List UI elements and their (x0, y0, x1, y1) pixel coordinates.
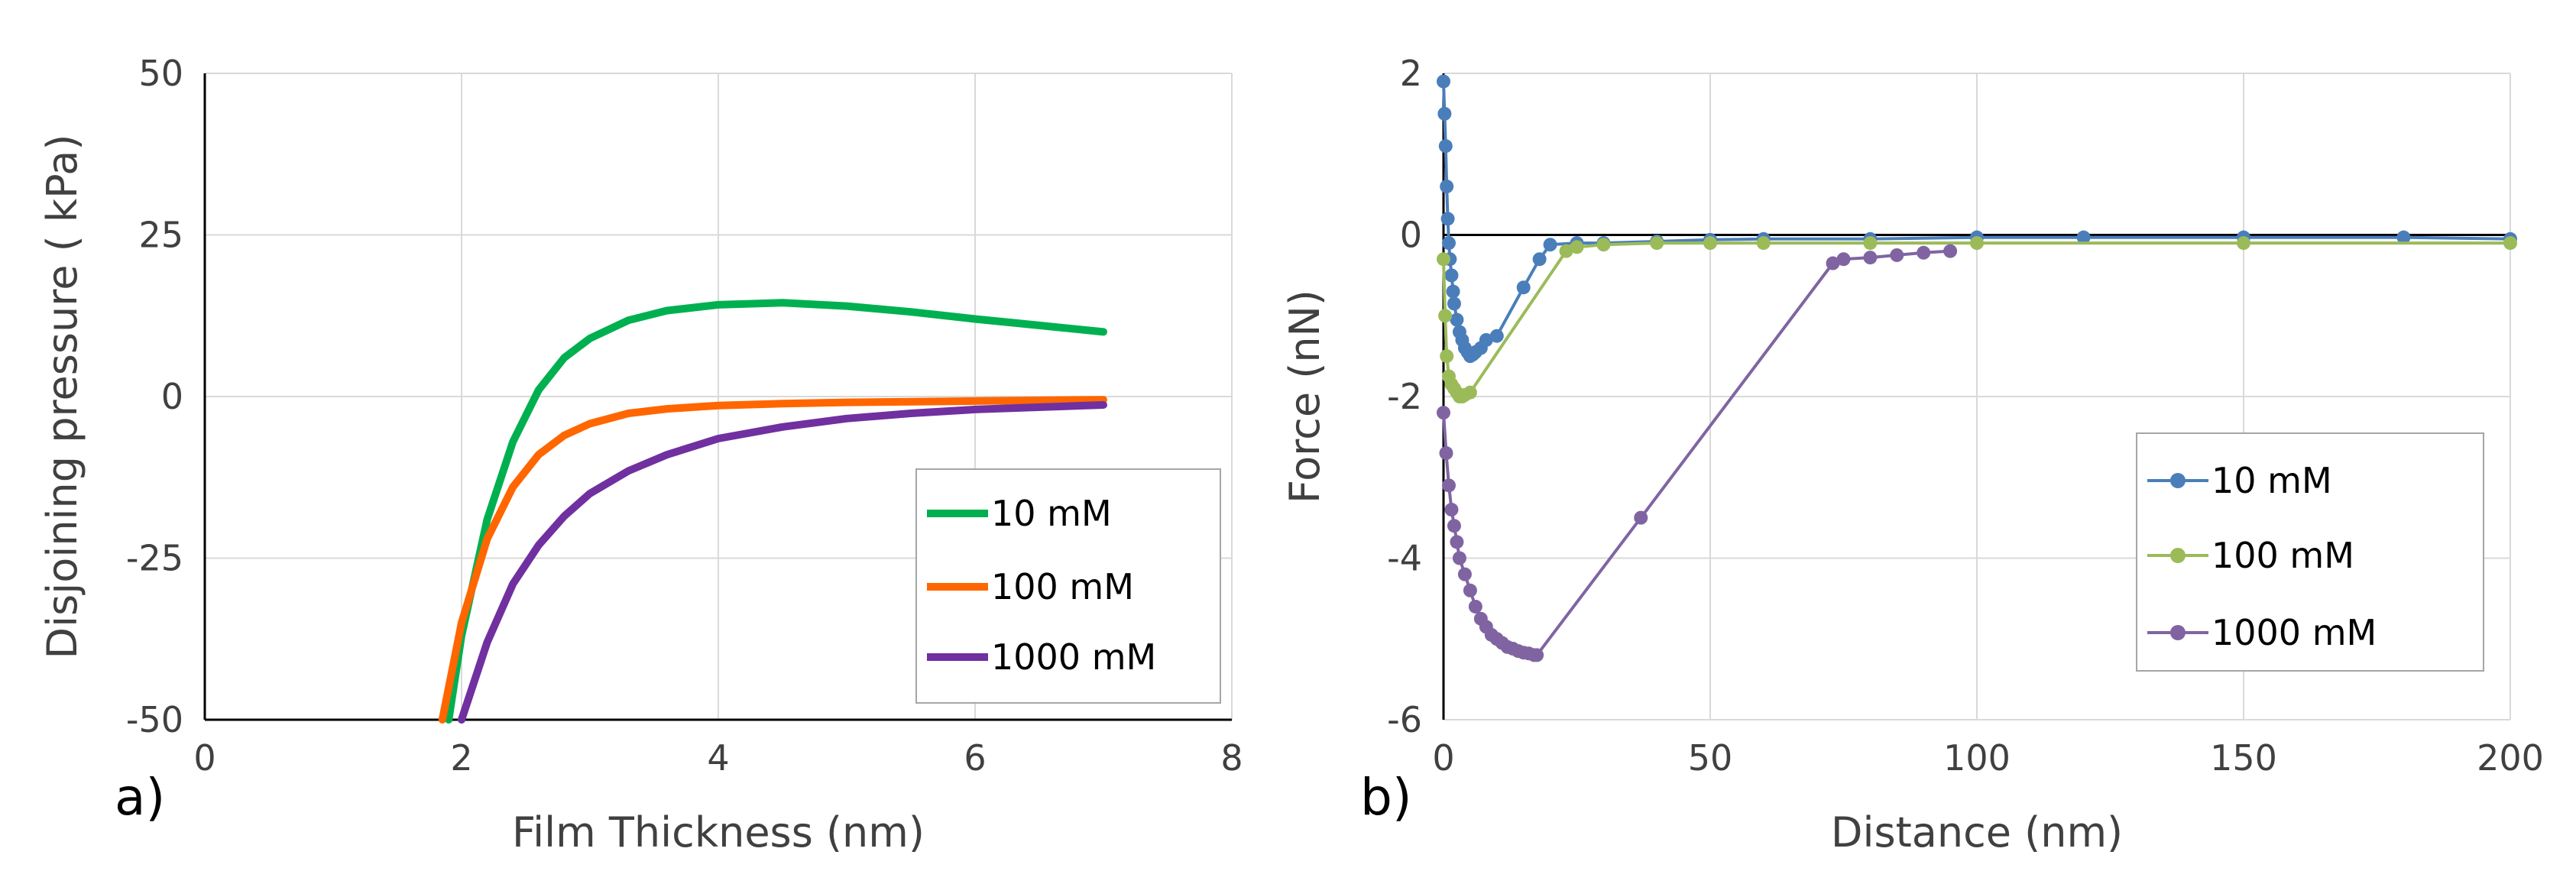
b-series-point-1 (1596, 238, 1611, 252)
b-series-point-0 (2396, 230, 2411, 244)
b-x-tick-label: 100 (1943, 737, 2011, 779)
b-series-point-1 (1650, 236, 1664, 251)
b-series-point-1 (1440, 349, 1454, 364)
b-series-point-0 (1516, 280, 1531, 295)
b-series-point-0 (1440, 180, 1454, 194)
a-y-tick-label: 50 (138, 53, 183, 94)
a-legend-label-2: 1000 mM (991, 636, 1156, 678)
panel-b-chart: 0 50 100 150 200 2 0 -2 -4 -6 Distance (nm) Force… (1281, 53, 2544, 856)
b-series-point-0 (2076, 230, 2091, 244)
a-y-tick-label: 25 (138, 215, 183, 256)
a-y-tick-label: -50 (126, 699, 183, 740)
b-series-point-2 (1836, 252, 1851, 267)
panel-a-y-axis-title: Disjoining pressure ( kPa) (38, 134, 86, 659)
a-series-line-0 (445, 299, 1107, 724)
b-series-point-2 (1943, 244, 1958, 258)
b-series-point-0 (1440, 212, 1455, 226)
b-legend-marker-2 (2170, 625, 2186, 640)
b-y-tick-label: 0 (1400, 215, 1422, 256)
b-series-point-2 (1468, 599, 1482, 614)
b-series-point-2 (1439, 446, 1453, 461)
panel-a-chart: 0 2 4 6 8 50 25 0 -25 -50 Film Thickness (nm) Dis… (38, 53, 1243, 856)
b-series-point-1 (1756, 236, 1771, 251)
panel-b-y-axis-title: Force (nN) (1281, 290, 1329, 504)
panel-b-x-axis-title: Distance (nm) (1831, 808, 2123, 856)
b-series-point-2 (1437, 406, 1450, 420)
b-series-point-0 (1450, 312, 1464, 327)
a-legend-label-1: 100 mM (991, 566, 1134, 607)
b-legend-label-2: 1000 mM (2211, 612, 2377, 653)
panel-a-axes (203, 73, 1232, 721)
b-series-point-0 (1447, 296, 1461, 311)
panel-b-label: b) (1360, 768, 1412, 827)
b-series-point-2 (1863, 251, 1878, 265)
a-y-tick-label: -25 (126, 538, 183, 579)
b-x-tick-label: 50 (1688, 737, 1733, 779)
b-series-point-2 (1444, 503, 1459, 517)
panel-a-tick-labels: 0 2 4 6 8 50 25 0 -25 -50 (126, 53, 1243, 779)
b-series-point-0 (1489, 329, 1504, 343)
b-x-tick-label: 0 (1432, 737, 1454, 779)
b-series-point-0 (1479, 332, 1493, 347)
panel-b-series-lines (1437, 74, 2517, 662)
b-series-point-0 (1438, 139, 1453, 154)
a-series-line-2 (458, 401, 1107, 724)
b-series-point-2 (1457, 567, 1472, 581)
b-series-point-1 (1703, 236, 1717, 251)
b-y-tick-label: -2 (1387, 376, 1422, 417)
b-series-point-2 (1890, 248, 1904, 262)
b-series-point-1 (1570, 240, 1584, 254)
b-series-point-1 (1437, 252, 1450, 267)
b-x-tick-label: 200 (2477, 737, 2544, 779)
b-series-point-1 (1559, 244, 1573, 258)
a-series-line-1 (438, 396, 1107, 724)
b-legend-label-0: 10 mM (2211, 460, 2332, 501)
b-series-point-2 (1463, 583, 1477, 597)
a-x-tick-label: 2 (450, 737, 472, 779)
b-y-tick-label: -6 (1387, 699, 1422, 740)
b-y-tick-label: -4 (1387, 538, 1422, 579)
b-series-point-2 (1441, 478, 1456, 493)
b-y-tick-label: 2 (1400, 53, 1422, 94)
a-x-tick-label: 8 (1220, 737, 1243, 779)
a-y-tick-label: 0 (161, 376, 183, 417)
b-legend-marker-1 (2170, 548, 2186, 563)
b-series-point-0 (1446, 284, 1460, 299)
b-series-point-0 (1437, 106, 1452, 121)
b-series-point-1 (1463, 385, 1477, 400)
b-series-point-2 (1450, 535, 1464, 549)
b-series-point-2 (1530, 648, 1544, 662)
panel-b-tick-labels: 0 50 100 150 200 2 0 -2 -4 -6 (1387, 53, 2544, 779)
a-x-tick-label: 6 (964, 737, 986, 779)
b-series-point-0 (1441, 236, 1456, 251)
b-legend-marker-0 (2170, 473, 2186, 488)
b-series-point-1 (1970, 236, 1984, 251)
b-series-point-0 (1444, 268, 1459, 283)
b-series-point-0 (1532, 252, 1547, 267)
b-series-point-0 (1543, 238, 1557, 252)
b-series-point-0 (1437, 74, 1450, 89)
b-series-point-2 (1634, 510, 1648, 525)
panel-a-x-axis-title: Film Thickness (nm) (512, 808, 925, 856)
b-series-point-1 (2237, 236, 2250, 251)
b-series-point-1 (1438, 309, 1453, 323)
panel-a-label: a) (115, 768, 165, 827)
a-x-tick-label: 4 (707, 737, 729, 779)
a-legend-label-0: 10 mM (991, 493, 1112, 534)
b-series-point-1 (2503, 236, 2517, 251)
b-series-point-2 (1917, 245, 1931, 260)
panel-a-legend: 10 mM 100 mM 1000 mM (915, 468, 1221, 704)
a-x-tick-label: 0 (193, 737, 215, 779)
b-x-tick-label: 150 (2210, 737, 2277, 779)
b-legend-label-1: 100 mM (2211, 535, 2354, 576)
b-series-point-2 (1452, 551, 1466, 565)
b-series-point-1 (1863, 236, 1878, 251)
b-series-point-2 (1826, 256, 1840, 270)
panel-b-legend: 10 mM 100 mM 1000 mM (2136, 432, 2484, 672)
b-series-point-2 (1447, 519, 1461, 533)
panel-a-series-lines (438, 299, 1107, 724)
